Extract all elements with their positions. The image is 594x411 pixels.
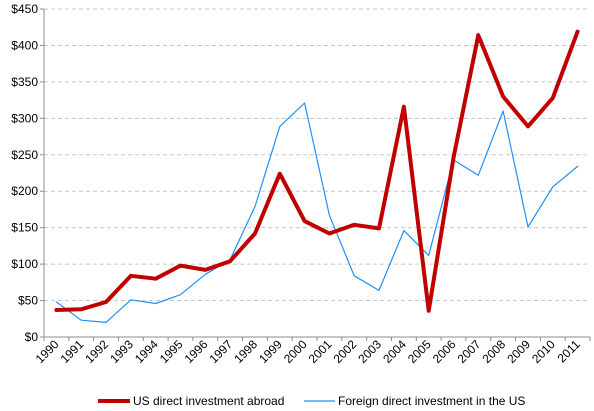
x-tick-label: 1997	[206, 337, 235, 366]
axes	[43, 9, 590, 338]
y-tick-label: $200	[11, 184, 38, 198]
series-line-1	[54, 29, 580, 313]
legend-label-series-2: Foreign direct investment in the US	[338, 394, 525, 408]
legend: US direct investment abroad Foreign dire…	[98, 394, 525, 408]
x-tick-label: 1995	[157, 337, 186, 366]
x-tick-label: 2003	[355, 337, 384, 366]
y-tick-label: $450	[11, 2, 38, 16]
x-tick-label: 1996	[182, 337, 211, 366]
x-tick-label: 1992	[82, 337, 111, 366]
y-tick-label: $250	[11, 148, 38, 162]
x-tick-label: 2010	[529, 337, 558, 366]
gridlines	[44, 8, 590, 302]
x-tick-label: 1994	[132, 337, 161, 366]
x-tick-label: 2005	[405, 337, 434, 366]
x-tick-label: 2000	[281, 337, 310, 366]
x-tick-label: 1999	[256, 337, 285, 366]
x-tick-label: 1998	[231, 337, 260, 366]
x-tick-label: 2002	[331, 337, 360, 366]
x-tick-label: 2007	[455, 337, 484, 366]
y-tick-label: $350	[11, 75, 38, 89]
x-tick-label: 2009	[504, 337, 533, 366]
y-tick-label: $300	[11, 111, 38, 125]
legend-label-series-1: US direct investment abroad	[133, 394, 284, 408]
series-line-2	[55, 102, 579, 323]
x-tick-label: 1993	[107, 337, 136, 366]
series-lines	[54, 29, 580, 323]
x-tick-label: 2008	[479, 337, 508, 366]
y-tick-label: $100	[11, 257, 38, 271]
x-tick-label: 1991	[58, 337, 87, 366]
y-tick-label: $400	[11, 38, 38, 52]
x-tick-label: 2011	[555, 337, 583, 365]
y-tick-label: $50	[18, 294, 38, 308]
x-tick-label: 2001	[306, 337, 335, 366]
x-axis-ticks: 1990199119921993199419951996199719981999…	[33, 337, 591, 366]
x-tick-label: 2004	[380, 337, 409, 366]
y-tick-label: $150	[11, 221, 38, 235]
x-tick-label: 2006	[430, 337, 459, 366]
y-axis-ticks: $0 $50 $100 $150 $200 $250 $300 $350 $400 $450	[11, 2, 44, 344]
y-tick-label: $0	[25, 330, 39, 344]
